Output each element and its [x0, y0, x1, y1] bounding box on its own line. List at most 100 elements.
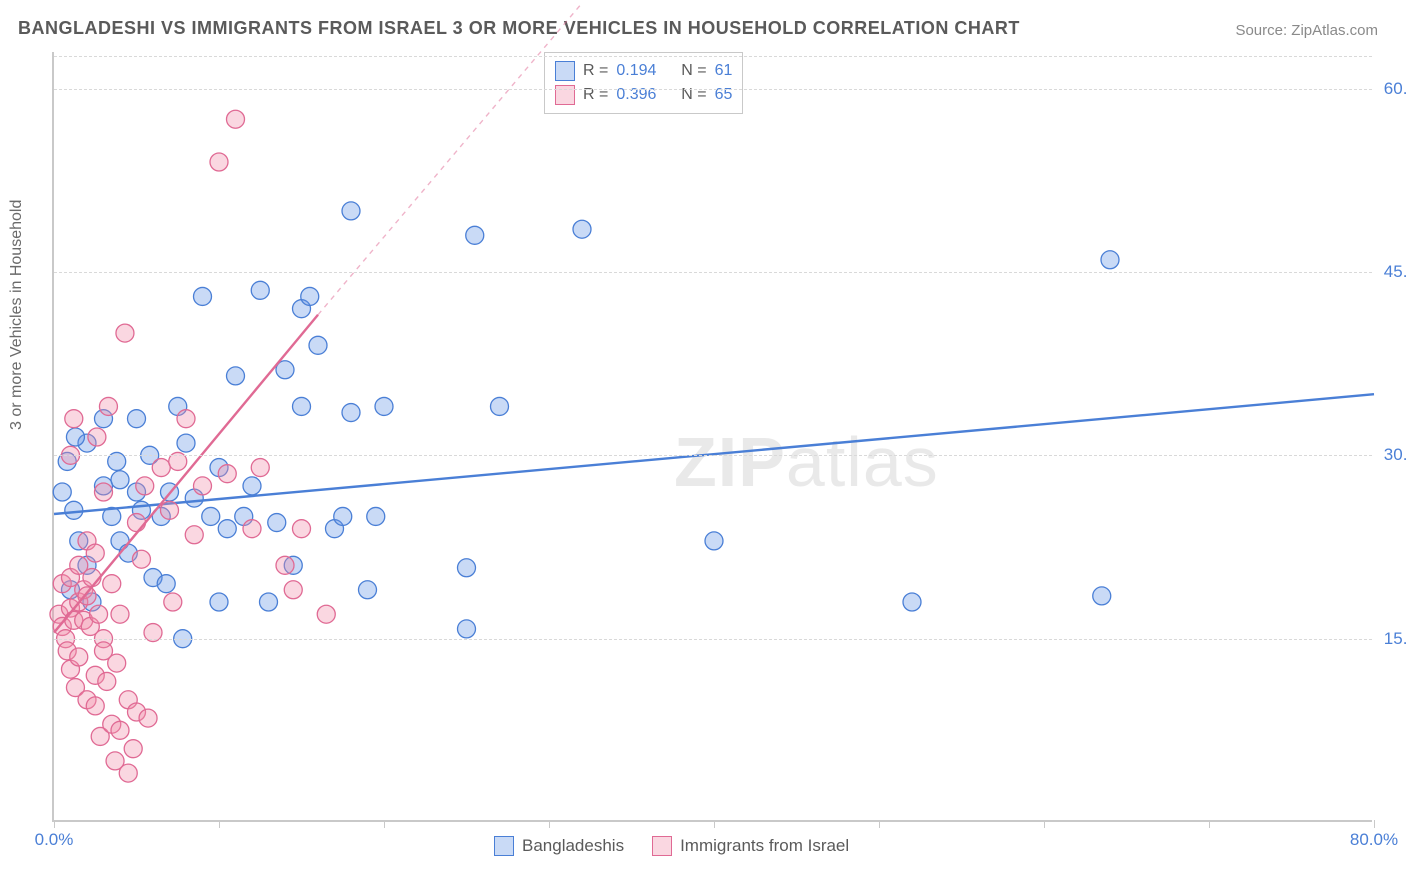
legend-stats-box: R = 0.194 N = 61 R = 0.396 N = 65: [544, 52, 743, 114]
scatter-point: [218, 465, 236, 483]
scatter-point: [90, 605, 108, 623]
y-axis-label: 3 or more Vehicles in Household: [8, 200, 26, 430]
scatter-point: [103, 575, 121, 593]
scatter-point: [128, 514, 146, 532]
legend-item-israel: Immigrants from Israel: [652, 836, 849, 856]
scatter-point: [86, 544, 104, 562]
scatter-point: [157, 575, 175, 593]
scatter-point: [136, 477, 154, 495]
scatter-point: [359, 581, 377, 599]
gridline-h: [54, 89, 1372, 90]
scatter-point: [108, 654, 126, 672]
scatter-point: [268, 514, 286, 532]
scatter-point: [227, 367, 245, 385]
scatter-point: [342, 202, 360, 220]
scatter-point: [342, 404, 360, 422]
trend-line: [54, 394, 1374, 514]
n-label: N =: [681, 62, 706, 80]
scatter-point: [53, 483, 71, 501]
scatter-point: [139, 709, 157, 727]
scatter-point: [210, 153, 228, 171]
scatter-point: [98, 672, 116, 690]
scatter-point: [243, 477, 261, 495]
trend-line: [54, 315, 318, 633]
scatter-point: [164, 593, 182, 611]
x-tick: [219, 820, 220, 828]
r-label: R =: [583, 62, 608, 80]
scatter-point: [88, 428, 106, 446]
x-tick: [1374, 820, 1375, 828]
y-tick-label: 30.0%: [1384, 445, 1406, 465]
chart-title: BANGLADESHI VS IMMIGRANTS FROM ISRAEL 3 …: [18, 18, 1020, 39]
scatter-point: [458, 620, 476, 638]
scatter-point: [284, 581, 302, 599]
scatter-point: [705, 532, 723, 550]
trend-line-dashed: [318, 3, 582, 315]
gridline-h: [54, 56, 1372, 57]
scatter-point: [152, 459, 170, 477]
gridline-h: [54, 455, 1372, 456]
y-tick-label: 15.0%: [1384, 629, 1406, 649]
gridline-h: [54, 272, 1372, 273]
scatter-point: [111, 721, 129, 739]
legend-item-bangladeshis: Bangladeshis: [494, 836, 624, 856]
scatter-point: [116, 324, 134, 342]
scatter-point: [194, 477, 212, 495]
scatter-point: [66, 428, 84, 446]
scatter-point: [367, 507, 385, 525]
scatter-point: [573, 220, 591, 238]
x-tick: [384, 820, 385, 828]
n-value-1: 61: [715, 62, 733, 80]
x-tick-label: 80.0%: [1350, 830, 1398, 850]
scatter-point: [491, 397, 509, 415]
legend-stats-row-1: R = 0.194 N = 61: [555, 59, 732, 83]
source-attribution: Source: ZipAtlas.com: [1235, 22, 1378, 39]
y-tick-label: 60.0%: [1384, 79, 1406, 99]
scatter-point: [70, 648, 88, 666]
scatter-point: [202, 507, 220, 525]
scatter-point: [161, 501, 179, 519]
scatter-point: [210, 593, 228, 611]
scatter-point: [218, 520, 236, 538]
x-tick: [714, 820, 715, 828]
scatter-point: [177, 410, 195, 428]
scatter-point: [86, 697, 104, 715]
scatter-point: [260, 593, 278, 611]
legend-stats-row-2: R = 0.396 N = 65: [555, 83, 732, 107]
legend-bottom: Bangladeshis Immigrants from Israel: [494, 836, 849, 856]
scatter-point: [301, 287, 319, 305]
scatter-point: [95, 483, 113, 501]
scatter-point: [185, 526, 203, 544]
scatter-point: [293, 520, 311, 538]
scatter-svg: [54, 52, 1372, 820]
swatch-blue-icon: [555, 61, 575, 81]
scatter-point: [111, 605, 129, 623]
x-tick: [879, 820, 880, 828]
scatter-point: [251, 281, 269, 299]
scatter-point: [128, 410, 146, 428]
y-tick-label: 45.0%: [1384, 262, 1406, 282]
scatter-point: [375, 397, 393, 415]
scatter-point: [243, 520, 261, 538]
r-value-1: 0.194: [616, 62, 656, 80]
scatter-point: [177, 434, 195, 452]
legend-label-1: Bangladeshis: [522, 836, 624, 856]
scatter-point: [65, 410, 83, 428]
x-tick: [54, 820, 55, 828]
scatter-point: [111, 471, 129, 489]
scatter-point: [458, 559, 476, 577]
scatter-point: [119, 764, 137, 782]
scatter-point: [903, 593, 921, 611]
scatter-point: [317, 605, 335, 623]
scatter-point: [334, 507, 352, 525]
scatter-point: [124, 740, 142, 758]
gridline-h: [54, 639, 1372, 640]
scatter-point: [251, 459, 269, 477]
plot-area: ZIPatlas R = 0.194 N = 61 R = 0.396 N = …: [52, 52, 1372, 822]
scatter-point: [132, 550, 150, 568]
swatch-pink-icon: [652, 836, 672, 856]
x-tick: [1209, 820, 1210, 828]
scatter-point: [1093, 587, 1111, 605]
scatter-point: [276, 556, 294, 574]
scatter-point: [309, 336, 327, 354]
